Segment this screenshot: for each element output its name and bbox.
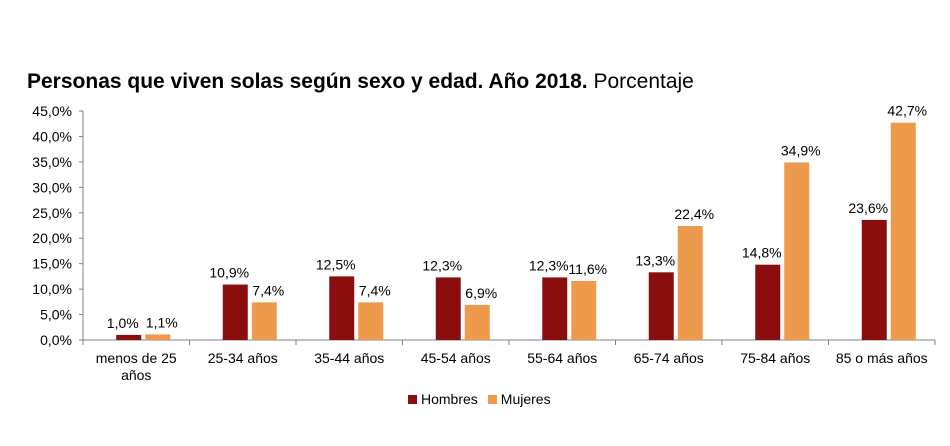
- y-tick-label: 30,0%: [32, 179, 72, 195]
- data-label-mujeres: 42,7%: [887, 103, 927, 119]
- data-label-hombres: 1,0%: [107, 315, 139, 331]
- data-label-mujeres: 11,6%: [568, 261, 607, 277]
- bar-mujeres: [677, 226, 703, 340]
- y-tick-label: 10,0%: [32, 281, 72, 297]
- chart-title-main: Personas que viven solas según sexo y ed…: [27, 70, 588, 93]
- x-tick-label: 75-84 años: [740, 350, 810, 366]
- legend-swatch-hombres: [408, 394, 417, 404]
- x-tick-label: 85 o más años: [836, 350, 928, 366]
- y-tick-label: 5,0%: [40, 307, 72, 323]
- y-tick-label: 35,0%: [32, 154, 72, 170]
- bar-mujeres: [358, 302, 384, 340]
- data-label-hombres: 14,8%: [742, 245, 782, 261]
- bar-hombres: [435, 277, 461, 340]
- bar-hombres: [861, 219, 887, 340]
- bar-hombres: [542, 277, 568, 340]
- data-label-hombres: 23,6%: [848, 200, 888, 216]
- y-tick-label: 0,0%: [40, 332, 72, 348]
- chart-title-unit: Porcentaje: [593, 70, 694, 93]
- data-label-hombres: 10,9%: [209, 265, 249, 281]
- legend-swatch-mujeres: [487, 394, 497, 404]
- y-tick-label: 40,0%: [32, 128, 72, 144]
- legend-item-hombres: Hombres: [408, 391, 478, 407]
- chart-legend: Hombres Mujeres: [408, 391, 561, 407]
- legend-label-hombres: Hombres: [421, 391, 478, 407]
- data-label-hombres: 13,3%: [635, 252, 675, 268]
- data-label-hombres: 12,3%: [529, 257, 569, 273]
- x-tick-label: 65-74 años: [634, 350, 704, 366]
- y-tick-label: 15,0%: [32, 256, 72, 272]
- y-tick-label: 45,0%: [32, 103, 72, 119]
- x-tick-label: 35-44 años: [314, 350, 384, 366]
- bar-hombres: [222, 284, 248, 340]
- bar-hombres: [755, 264, 781, 340]
- bar-mujeres: [464, 304, 490, 340]
- bar-mujeres: [145, 334, 171, 340]
- y-tick-label: 25,0%: [32, 205, 72, 221]
- bar-hombres: [329, 276, 355, 340]
- data-label-hombres: 12,5%: [316, 256, 356, 272]
- x-tick-label: 45-54 años: [421, 350, 491, 366]
- bar-hombres: [116, 334, 142, 340]
- data-label-mujeres: 34,9%: [781, 142, 821, 158]
- bar-mujeres: [571, 280, 597, 340]
- x-tick-label: menos de 25: [96, 350, 177, 366]
- bar-hombres: [648, 272, 674, 340]
- chart-title: Personas que viven solas según sexo y ed…: [27, 70, 694, 94]
- data-label-mujeres: 6,9%: [465, 285, 497, 301]
- data-label-mujeres: 22,4%: [674, 206, 714, 222]
- y-tick-label: 20,0%: [32, 230, 72, 246]
- bar-mujeres: [890, 122, 916, 341]
- data-label-mujeres: 7,4%: [252, 282, 284, 298]
- legend-item-mujeres: Mujeres: [487, 391, 551, 407]
- data-label-mujeres: 1,1%: [146, 314, 178, 330]
- x-tick-label: 25-34 años: [208, 350, 278, 366]
- bar-mujeres: [251, 302, 277, 340]
- bar-mujeres: [784, 162, 810, 340]
- data-label-hombres: 12,3%: [422, 257, 462, 273]
- legend-label-mujeres: Mujeres: [500, 391, 551, 407]
- x-tick-label: 55-64 años: [527, 350, 597, 366]
- data-label-mujeres: 7,4%: [359, 282, 391, 298]
- x-tick-label: años: [121, 367, 151, 383]
